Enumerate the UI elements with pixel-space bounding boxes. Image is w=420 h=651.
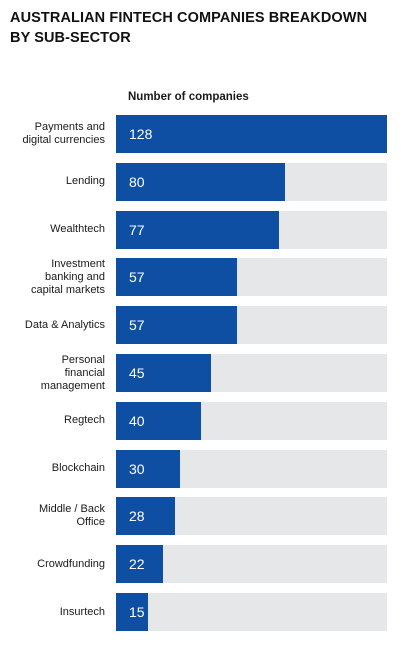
category-label: Middle / Back Office xyxy=(38,503,105,529)
bar xyxy=(116,210,280,249)
x-axis-label: Number of companies xyxy=(128,91,249,103)
category-label: Insurtech xyxy=(59,605,105,618)
bar-value-label: 28 xyxy=(129,508,145,525)
bar-value-label: 15 xyxy=(129,604,145,620)
bar-value-label: 57 xyxy=(129,317,145,334)
category-label: Data & Analytics xyxy=(24,318,105,331)
bar xyxy=(116,401,201,440)
category-label: Blockchain xyxy=(51,462,105,475)
bar-value-label: 80 xyxy=(129,173,145,190)
bar xyxy=(116,449,180,488)
category-label: Regtech xyxy=(64,414,105,427)
category-label: Investment banking and capital markets xyxy=(31,257,105,296)
bar-value-label: 57 xyxy=(129,269,145,286)
bar-value-label: 22 xyxy=(129,556,145,573)
bar xyxy=(116,306,237,345)
bar-value-label: 45 xyxy=(129,365,145,381)
chart-title: AUSTRALIAN FINTECH COMPANIES BREAKDOWN B… xyxy=(10,10,368,46)
bar xyxy=(116,354,212,392)
bar xyxy=(116,115,387,153)
bar xyxy=(116,593,148,631)
category-label: Crowdfunding xyxy=(37,557,105,570)
category-label: Wealthtech xyxy=(50,223,105,236)
bar xyxy=(116,258,237,297)
bar-track xyxy=(116,593,387,631)
bar xyxy=(116,497,176,536)
bar-value-label: 77 xyxy=(129,221,145,238)
category-label: Payments and digital currencies xyxy=(22,121,105,146)
bar xyxy=(116,162,286,201)
bar-value-label: 128 xyxy=(129,126,153,142)
category-label: Lending xyxy=(65,175,105,188)
bar-value-label: 40 xyxy=(129,412,145,429)
category-label: Personal financial management xyxy=(40,353,105,392)
bar-value-label: 30 xyxy=(129,460,145,477)
bar xyxy=(116,545,163,584)
